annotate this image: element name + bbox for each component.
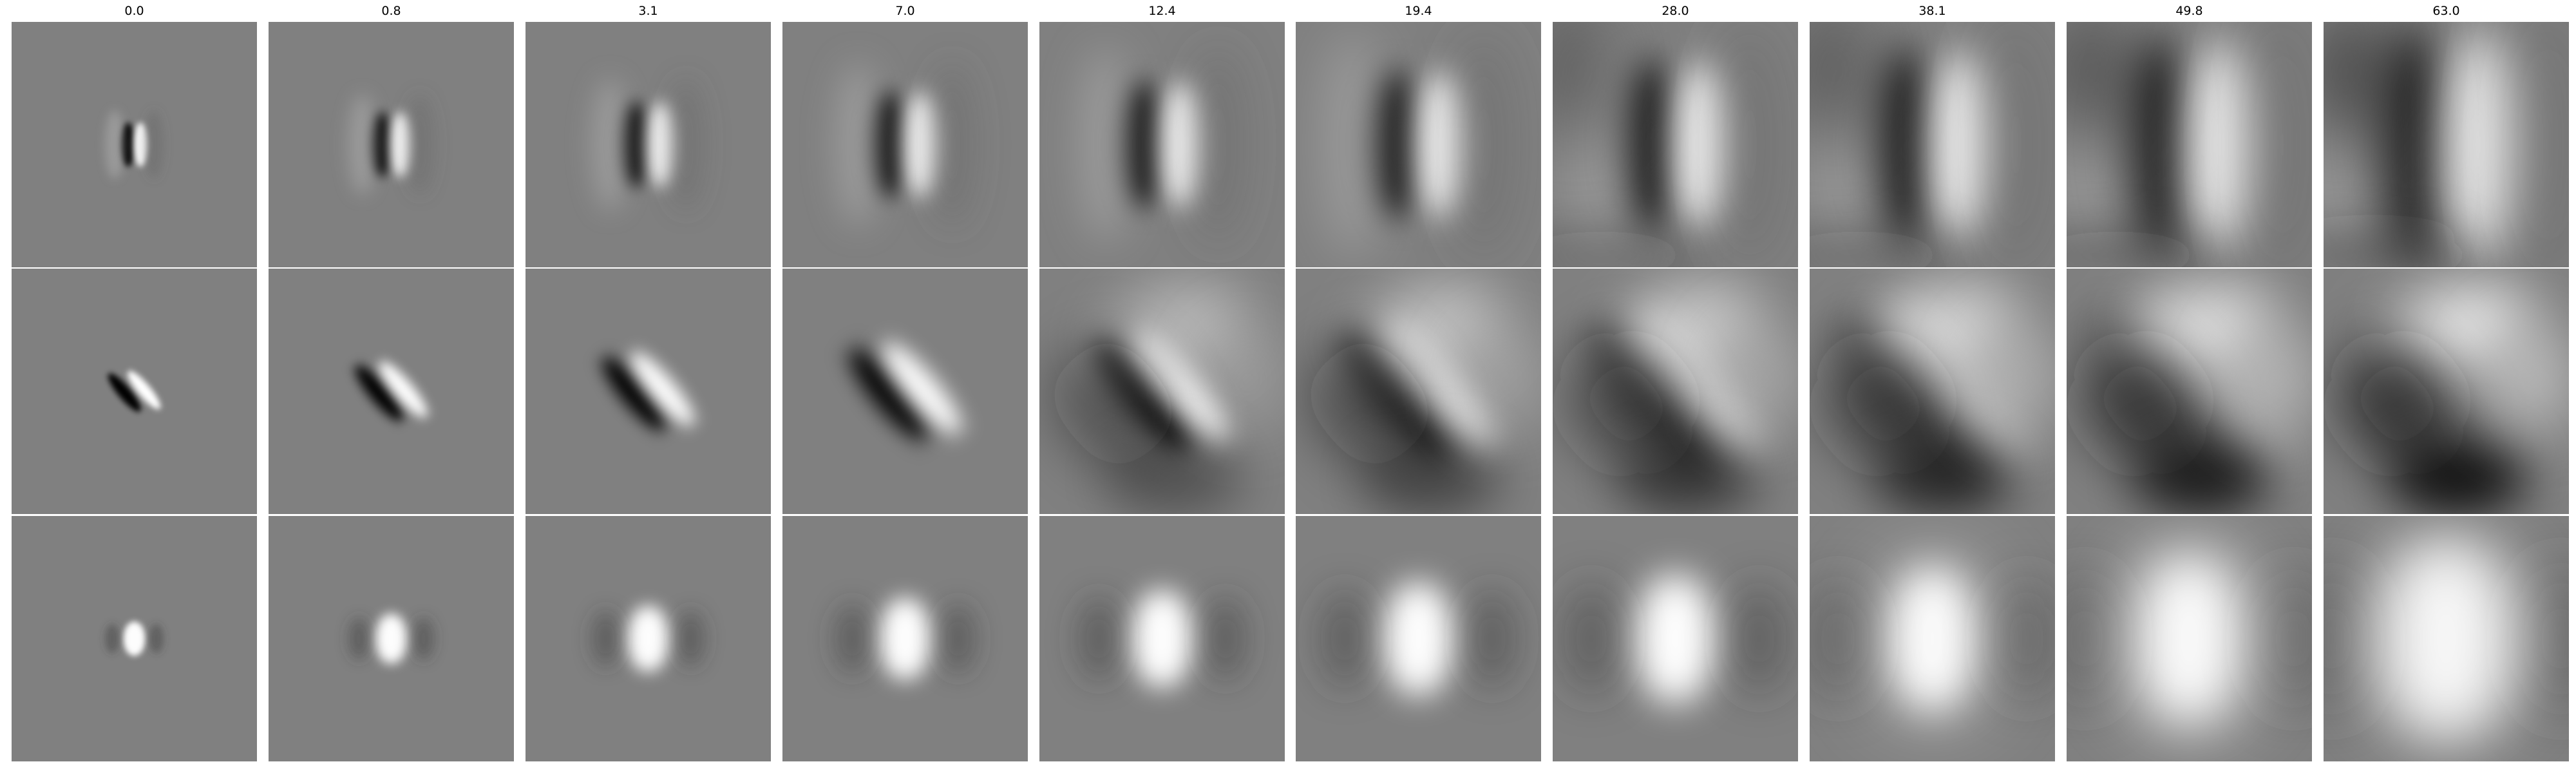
filter-tile-center-blob xyxy=(269,516,514,761)
column-title: 63.0 xyxy=(2432,4,2460,18)
filter-tile-diagonal-edge xyxy=(1296,269,1541,514)
filter-tile-vertical-edge xyxy=(1296,22,1541,267)
filter-tile-center-blob xyxy=(1296,516,1541,761)
filter-tile-center-blob xyxy=(2324,516,2569,761)
filter-tile-center-blob xyxy=(12,516,257,761)
filter-tile-diagonal-edge xyxy=(526,269,771,514)
filter-tile-diagonal-edge xyxy=(1039,269,1285,514)
filter-tile-diagonal-edge xyxy=(12,269,257,514)
filter-tile-vertical-edge xyxy=(526,22,771,267)
column-title: 0.0 xyxy=(124,4,144,18)
column-title: 7.0 xyxy=(895,4,915,18)
filter-tile-vertical-edge xyxy=(2324,22,2569,267)
filter-tile-center-blob xyxy=(526,516,771,761)
filter-tile-center-blob xyxy=(1039,516,1285,761)
column-title: 3.1 xyxy=(638,4,658,18)
filter-tile-center-blob xyxy=(2067,516,2312,761)
column-title: 38.1 xyxy=(1918,4,1946,18)
filter-tile-center-blob xyxy=(1553,516,1798,761)
filter-tile-diagonal-edge xyxy=(2067,269,2312,514)
filter-tile-vertical-edge xyxy=(1039,22,1285,267)
filter-tile-diagonal-edge xyxy=(1553,269,1798,514)
filter-tile-diagonal-edge xyxy=(2324,269,2569,514)
filter-tile-vertical-edge xyxy=(1553,22,1798,267)
filter-tile-vertical-edge xyxy=(12,22,257,267)
column-title: 19.4 xyxy=(1405,4,1432,18)
filter-tile-center-blob xyxy=(1810,516,2055,761)
filter-tile-vertical-edge xyxy=(1810,22,2055,267)
column-title: 0.8 xyxy=(381,4,401,18)
filter-tile-vertical-edge xyxy=(2067,22,2312,267)
filter-tile-diagonal-edge xyxy=(782,269,1028,514)
filter-tile-center-blob xyxy=(782,516,1028,761)
filter-tile-diagonal-edge xyxy=(269,269,514,514)
column-title: 28.0 xyxy=(1662,4,1689,18)
filter-tile-vertical-edge xyxy=(782,22,1028,267)
filter-tile-diagonal-edge xyxy=(1810,269,2055,514)
column-title: 49.8 xyxy=(2175,4,2203,18)
filter-tile-vertical-edge xyxy=(269,22,514,267)
column-title: 12.4 xyxy=(1148,4,1176,18)
